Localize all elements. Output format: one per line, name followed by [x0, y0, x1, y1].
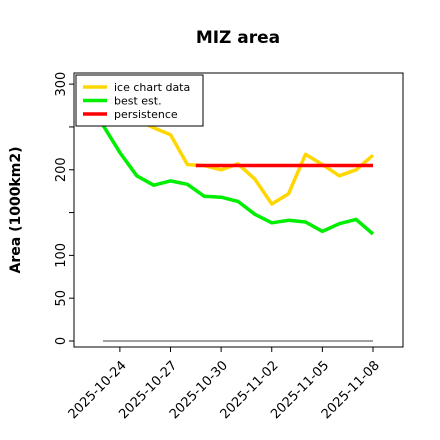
legend-entry: best est. [114, 95, 162, 108]
y-tick-label: 100 [54, 243, 69, 268]
legend-entry: persistence [114, 108, 178, 121]
chart-title: MIZ area [196, 28, 280, 48]
legend-entry: ice chart data [114, 81, 190, 94]
y-axis-label: Area (1000km2) [8, 147, 24, 274]
y-tick-label: 300 [54, 72, 69, 97]
x-axis-ticks: 2025-10-242025-10-272025-10-302025-11-02… [66, 347, 383, 422]
series-line-ice-chart-data [102, 114, 375, 206]
series-line-best-est- [101, 124, 375, 236]
y-axis-ticks: 0 50 100 200 300 [54, 72, 74, 345]
plot-frame [73, 72, 404, 348]
y-tick-label: 50 [54, 290, 69, 307]
y-tick-label: 200 [54, 157, 69, 182]
plot-lines [101, 114, 375, 342]
y-tick-label: 0 [54, 337, 69, 345]
